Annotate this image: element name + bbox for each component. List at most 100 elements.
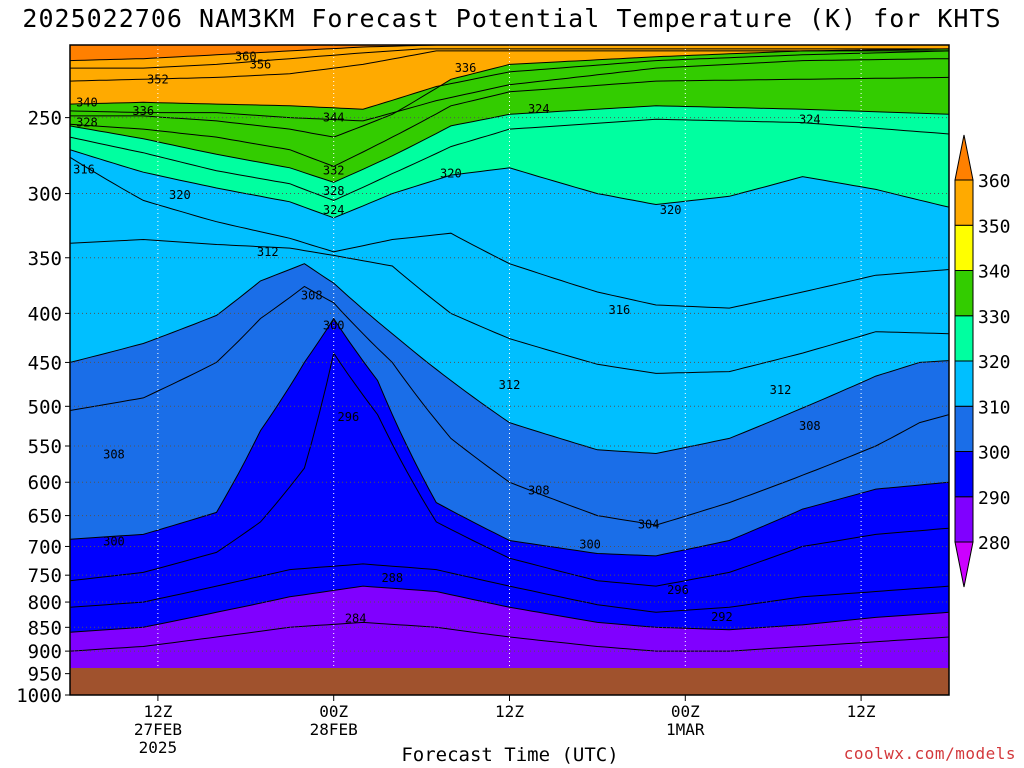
y-tick-label: 800 bbox=[28, 592, 62, 614]
contour-label: 312 bbox=[257, 245, 279, 259]
contour-label: 296 bbox=[338, 410, 360, 424]
colorbar-swatch bbox=[954, 315, 974, 362]
contour-360 bbox=[70, 45, 949, 62]
contour-300 bbox=[70, 317, 949, 557]
y-tick-label: 500 bbox=[28, 396, 62, 418]
y-tick-label: 700 bbox=[28, 536, 62, 558]
contour-label: 344 bbox=[323, 111, 345, 125]
contour-label: 324 bbox=[528, 102, 550, 116]
contour-label: 304 bbox=[638, 517, 660, 531]
y-tick-label: 300 bbox=[28, 184, 62, 206]
x-axis-title: Forecast Time (UTC) bbox=[401, 744, 619, 766]
contour-label: 300 bbox=[103, 535, 125, 549]
x-tick-label: 00Z bbox=[319, 702, 348, 721]
contour-label: 324 bbox=[799, 112, 821, 126]
contour-label: 312 bbox=[770, 383, 792, 397]
contour-label: 312 bbox=[499, 378, 521, 392]
contour-304 bbox=[70, 285, 949, 526]
y-tick-label: 400 bbox=[28, 303, 62, 325]
colorbar-label: 320 bbox=[978, 352, 1011, 373]
contour-label: 336 bbox=[132, 104, 154, 118]
y-axis: 2503003504004505005506006507007508008509… bbox=[16, 108, 70, 707]
colorbar-swatch bbox=[954, 179, 974, 226]
colorbar-label: 350 bbox=[978, 216, 1011, 237]
contour-288 bbox=[70, 585, 949, 633]
colorbar-label: 280 bbox=[978, 533, 1011, 554]
y-tick-label: 950 bbox=[28, 664, 62, 686]
contour-label: 308 bbox=[301, 288, 323, 302]
contour-label: 340 bbox=[76, 95, 98, 109]
contour-label: 288 bbox=[381, 571, 403, 585]
contour-292 bbox=[70, 563, 949, 613]
colorbar-label: 300 bbox=[978, 443, 1011, 464]
ground-strip bbox=[70, 668, 949, 695]
contour-label: 332 bbox=[323, 164, 345, 178]
contour-label: 284 bbox=[345, 611, 367, 625]
colorbar-swatch bbox=[954, 360, 974, 407]
colorbar: 360 350 340 330 320 310 300 290 280 bbox=[954, 134, 1011, 588]
contour-320 bbox=[70, 149, 949, 219]
contour-label: 324 bbox=[323, 203, 345, 217]
colorbar-swatch bbox=[954, 451, 974, 498]
x-tick-label: 28FEB bbox=[310, 720, 358, 739]
colorbar-swatch bbox=[954, 224, 974, 271]
x-tick-label: 00Z bbox=[671, 702, 700, 721]
x-tick-label: 1MAR bbox=[666, 720, 705, 739]
y-tick-label: 600 bbox=[28, 472, 62, 494]
contour-label: 292 bbox=[711, 610, 733, 624]
credit-text: coolwx.com/models bbox=[843, 744, 1016, 763]
colorbar-label: 340 bbox=[978, 262, 1011, 283]
contour-label: 308 bbox=[799, 419, 821, 433]
y-tick-label: 900 bbox=[28, 641, 62, 663]
contour-label: 356 bbox=[250, 57, 272, 71]
contour-340 bbox=[70, 50, 949, 110]
y-tick-label: 450 bbox=[28, 352, 62, 374]
contour-label: 328 bbox=[323, 184, 345, 198]
colorbar-label: 330 bbox=[978, 307, 1011, 328]
chart-title: 2025022706 NAM3KM Forecast Potential Tem… bbox=[22, 4, 1002, 33]
contour-328 bbox=[70, 105, 949, 183]
contour-label: 308 bbox=[103, 447, 125, 461]
contour-label: 296 bbox=[667, 583, 689, 597]
contour-label: 360 bbox=[235, 50, 257, 64]
contour-label: 316 bbox=[73, 162, 95, 176]
contour-312 bbox=[70, 238, 949, 374]
contour-356 bbox=[70, 48, 949, 69]
x-tick-label: 12Z bbox=[495, 702, 524, 721]
contour-336 bbox=[70, 48, 949, 138]
colorbar-top-arrow bbox=[954, 134, 974, 181]
contour-label: 320 bbox=[440, 167, 462, 181]
colorbar-label: 310 bbox=[978, 397, 1011, 418]
contour-label: 300 bbox=[323, 319, 345, 333]
x-tick-label: 2025 bbox=[139, 738, 178, 757]
contour-label: 336 bbox=[455, 61, 477, 75]
contour-label: 316 bbox=[609, 303, 631, 317]
y-tick-label: 850 bbox=[28, 617, 62, 639]
colorbar-bottom-arrow bbox=[954, 541, 974, 588]
x-tick-label: 12Z bbox=[847, 702, 876, 721]
colorbar-label: 290 bbox=[978, 488, 1011, 509]
contour-308 bbox=[70, 263, 949, 455]
contour-344 bbox=[70, 58, 949, 122]
y-tick-label: 1000 bbox=[16, 685, 62, 707]
contour-label: 300 bbox=[579, 538, 601, 552]
contour-label: 320 bbox=[169, 188, 191, 202]
x-tick-label: 27FEB bbox=[134, 720, 182, 739]
contour-label: 328 bbox=[76, 116, 98, 130]
y-tick-label: 550 bbox=[28, 436, 62, 458]
contour-label: 352 bbox=[147, 72, 169, 86]
x-tick-label: 12Z bbox=[143, 702, 172, 721]
y-tick-label: 250 bbox=[28, 108, 62, 130]
contour-label: 308 bbox=[528, 483, 550, 497]
contour-label: 320 bbox=[660, 203, 682, 217]
contour-316 bbox=[70, 156, 949, 309]
colorbar-swatch bbox=[954, 405, 974, 452]
contour-lines bbox=[70, 45, 949, 652]
colorbar-swatch bbox=[954, 496, 974, 543]
contour-332 bbox=[70, 76, 949, 167]
colorbar-swatch bbox=[954, 270, 974, 317]
y-tick-label: 750 bbox=[28, 565, 62, 587]
